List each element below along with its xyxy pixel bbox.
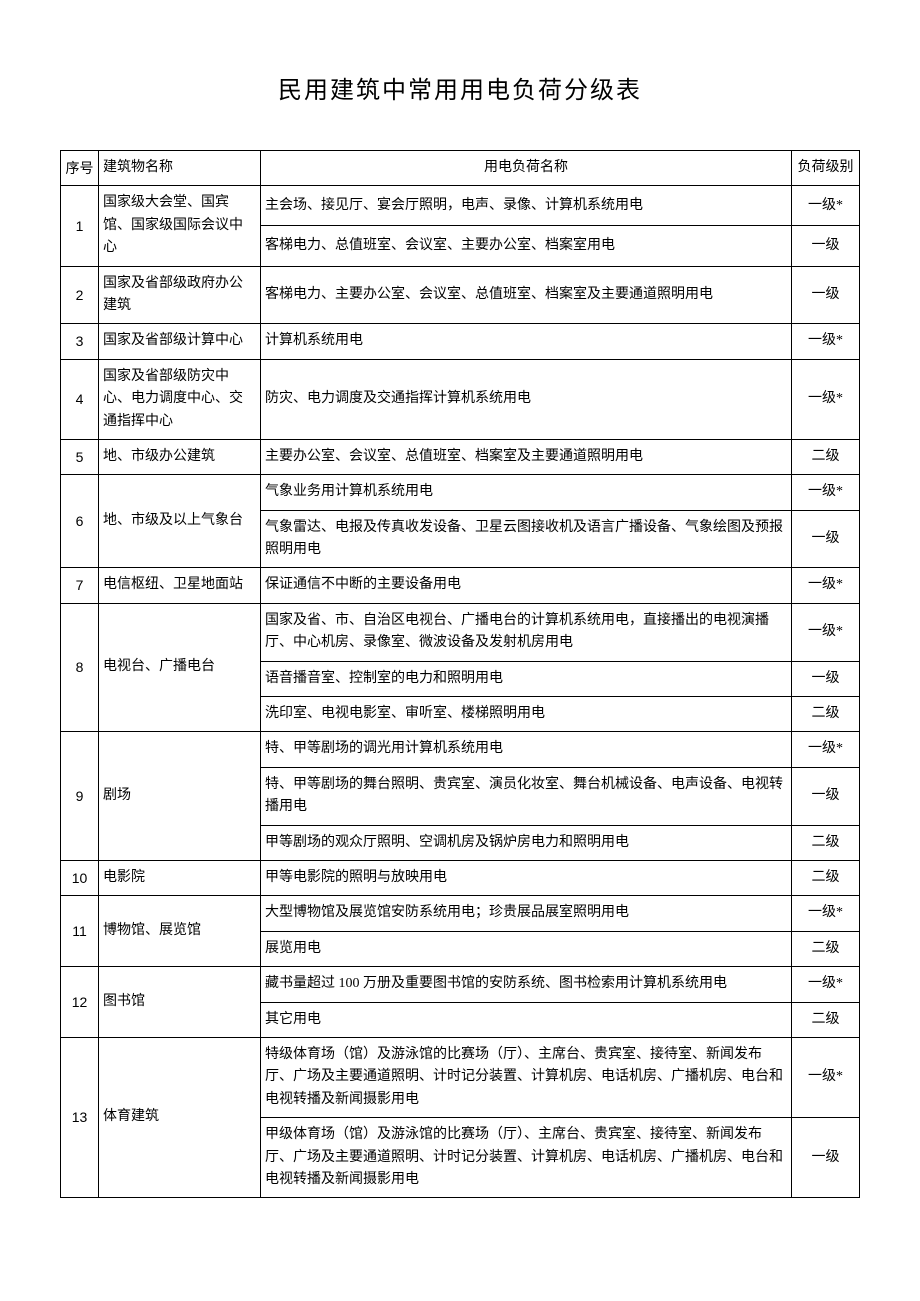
table-row: 5地、市级办公建筑主要办公室、会议室、总值班室、档案室及主要通道照明用电二级 xyxy=(61,439,860,474)
cell-num: 4 xyxy=(61,359,99,439)
cell-load: 藏书量超过 100 万册及重要图书馆的安防系统、图书检索用计算机系统用电 xyxy=(261,967,792,1002)
load-classification-table: 序号 建筑物名称 用电负荷名称 负荷级别 1国家级大会堂、国宾馆、国家级国际会议… xyxy=(60,150,860,1198)
cell-level: 一级 xyxy=(792,661,860,696)
table-row: 13体育建筑特级体育场（馆）及游泳馆的比赛场（厅）、主席台、贵宾室、接待室、新闻… xyxy=(61,1037,860,1117)
cell-level: 一级 xyxy=(792,510,860,568)
cell-load: 甲级体育场（馆）及游泳馆的比赛场（厅）、主席台、贵宾室、接待室、新闻发布厅、广场… xyxy=(261,1118,792,1198)
header-building: 建筑物名称 xyxy=(99,151,261,186)
cell-load: 特、甲等剧场的舞台照明、贵宾室、演员化妆室、舞台机械设备、电声设备、电视转播用电 xyxy=(261,767,792,825)
cell-level: 一级* xyxy=(792,475,860,510)
cell-level: 二级 xyxy=(792,825,860,860)
cell-num: 12 xyxy=(61,967,99,1038)
page-title: 民用建筑中常用用电负荷分级表 xyxy=(60,70,860,105)
cell-building: 电影院 xyxy=(99,860,261,895)
cell-level: 一级* xyxy=(792,896,860,931)
cell-building: 地、市级及以上气象台 xyxy=(99,475,261,568)
cell-load: 语音播音室、控制室的电力和照明用电 xyxy=(261,661,792,696)
cell-level: 一级 xyxy=(792,1118,860,1198)
cell-load: 防灾、电力调度及交通指挥计算机系统用电 xyxy=(261,359,792,439)
table-row: 6地、市级及以上气象台气象业务用计算机系统用电一级* xyxy=(61,475,860,510)
cell-building: 电信枢纽、卫星地面站 xyxy=(99,568,261,603)
cell-building: 国家及省部级计算中心 xyxy=(99,324,261,359)
cell-num: 13 xyxy=(61,1037,99,1197)
table-row: 9剧场特、甲等剧场的调光用计算机系统用电一级* xyxy=(61,732,860,767)
table-row: 8电视台、广播电台国家及省、市、自治区电视台、广播电台的计算机系统用电，直接播出… xyxy=(61,603,860,661)
table-row: 1国家级大会堂、国宾馆、国家级国际会议中心主会场、接见厅、宴会厅照明，电声、录像… xyxy=(61,186,860,226)
table-header-row: 序号 建筑物名称 用电负荷名称 负荷级别 xyxy=(61,151,860,186)
cell-building: 电视台、广播电台 xyxy=(99,603,261,732)
cell-building: 博物馆、展览馆 xyxy=(99,896,261,967)
cell-level: 二级 xyxy=(792,860,860,895)
cell-num: 6 xyxy=(61,475,99,568)
cell-num: 11 xyxy=(61,896,99,967)
cell-building: 国家及省部级政府办公建筑 xyxy=(99,266,261,324)
cell-num: 1 xyxy=(61,186,99,266)
cell-num: 3 xyxy=(61,324,99,359)
cell-load: 甲等电影院的照明与放映用电 xyxy=(261,860,792,895)
cell-building: 国家及省部级防灾中心、电力调度中心、交通指挥中心 xyxy=(99,359,261,439)
table-row: 4国家及省部级防灾中心、电力调度中心、交通指挥中心防灾、电力调度及交通指挥计算机… xyxy=(61,359,860,439)
cell-load: 特级体育场（馆）及游泳馆的比赛场（厅）、主席台、贵宾室、接待室、新闻发布厅、广场… xyxy=(261,1037,792,1117)
cell-level: 一级 xyxy=(792,226,860,266)
cell-load: 气象雷达、电报及传真收发设备、卫星云图接收机及语言广播设备、气象绘图及预报照明用… xyxy=(261,510,792,568)
cell-level: 一级* xyxy=(792,967,860,1002)
table-row: 11博物馆、展览馆大型博物馆及展览馆安防系统用电；珍贵展品展室照明用电一级* xyxy=(61,896,860,931)
cell-load: 特、甲等剧场的调光用计算机系统用电 xyxy=(261,732,792,767)
cell-load: 其它用电 xyxy=(261,1002,792,1037)
cell-building: 剧场 xyxy=(99,732,261,861)
cell-level: 二级 xyxy=(792,697,860,732)
cell-load: 甲等剧场的观众厅照明、空调机房及锅炉房电力和照明用电 xyxy=(261,825,792,860)
cell-level: 二级 xyxy=(792,1002,860,1037)
header-load: 用电负荷名称 xyxy=(261,151,792,186)
cell-level: 二级 xyxy=(792,931,860,966)
table-row: 7电信枢纽、卫星地面站保证通信不中断的主要设备用电一级* xyxy=(61,568,860,603)
cell-load: 展览用电 xyxy=(261,931,792,966)
cell-level: 一级* xyxy=(792,324,860,359)
cell-level: 一级* xyxy=(792,732,860,767)
table-row: 12图书馆藏书量超过 100 万册及重要图书馆的安防系统、图书检索用计算机系统用… xyxy=(61,967,860,1002)
cell-num: 8 xyxy=(61,603,99,732)
cell-num: 5 xyxy=(61,439,99,474)
table-row: 3国家及省部级计算中心计算机系统用电一级* xyxy=(61,324,860,359)
cell-level: 一级 xyxy=(792,266,860,324)
cell-level: 一级* xyxy=(792,1037,860,1117)
cell-level: 一级* xyxy=(792,359,860,439)
cell-load: 主会场、接见厅、宴会厅照明，电声、录像、计算机系统用电 xyxy=(261,186,792,226)
cell-level: 二级 xyxy=(792,439,860,474)
cell-level: 一级 xyxy=(792,767,860,825)
table-row: 10电影院甲等电影院的照明与放映用电二级 xyxy=(61,860,860,895)
cell-load: 保证通信不中断的主要设备用电 xyxy=(261,568,792,603)
cell-level: 一级* xyxy=(792,568,860,603)
header-num: 序号 xyxy=(61,151,99,186)
header-level: 负荷级别 xyxy=(792,151,860,186)
cell-load: 洗印室、电视电影室、审听室、楼梯照明用电 xyxy=(261,697,792,732)
cell-num: 2 xyxy=(61,266,99,324)
cell-load: 计算机系统用电 xyxy=(261,324,792,359)
cell-load: 大型博物馆及展览馆安防系统用电；珍贵展品展室照明用电 xyxy=(261,896,792,931)
cell-load: 气象业务用计算机系统用电 xyxy=(261,475,792,510)
cell-level: 一级* xyxy=(792,603,860,661)
cell-building: 图书馆 xyxy=(99,967,261,1038)
cell-building: 地、市级办公建筑 xyxy=(99,439,261,474)
cell-load: 国家及省、市、自治区电视台、广播电台的计算机系统用电，直接播出的电视演播厅、中心… xyxy=(261,603,792,661)
cell-building: 国家级大会堂、国宾馆、国家级国际会议中心 xyxy=(99,186,261,266)
cell-num: 7 xyxy=(61,568,99,603)
cell-num: 9 xyxy=(61,732,99,861)
cell-building: 体育建筑 xyxy=(99,1037,261,1197)
cell-load: 主要办公室、会议室、总值班室、档案室及主要通道照明用电 xyxy=(261,439,792,474)
cell-level: 一级* xyxy=(792,186,860,226)
cell-load: 客梯电力、总值班室、会议室、主要办公室、档案室用电 xyxy=(261,226,792,266)
cell-load: 客梯电力、主要办公室、会议室、总值班室、档案室及主要通道照明用电 xyxy=(261,266,792,324)
cell-num: 10 xyxy=(61,860,99,895)
table-row: 2国家及省部级政府办公建筑客梯电力、主要办公室、会议室、总值班室、档案室及主要通… xyxy=(61,266,860,324)
